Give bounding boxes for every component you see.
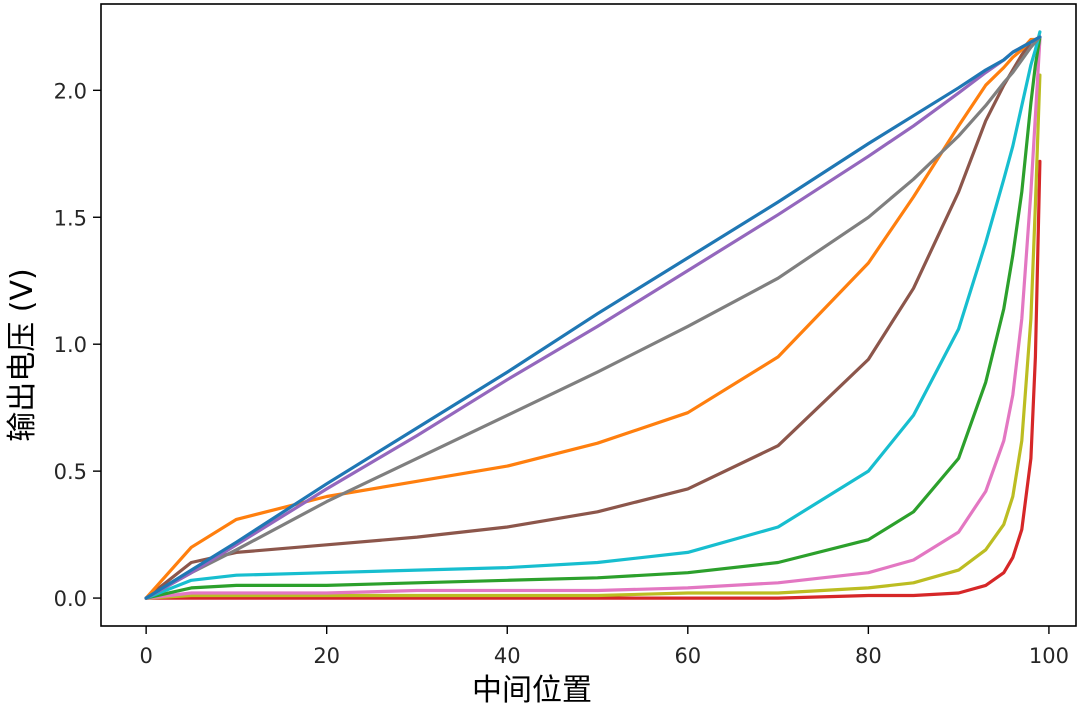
- x-axis-label: 中间位置: [472, 673, 592, 707]
- x-axis: 0 20 40 60 80 100: [139, 626, 1069, 668]
- y-axis-label: 输出电压 (V): [5, 268, 40, 441]
- x-tick-label: 40: [494, 644, 521, 668]
- plot-frame: [100, 3, 1077, 627]
- x-tick-label: 20: [313, 644, 340, 668]
- series-line-5: [144, 30, 1042, 600]
- x-tick-label: 100: [1029, 644, 1069, 668]
- y-tick-label: 1.5: [54, 206, 87, 230]
- y-axis: 0.0 0.5 1.0 1.5 2.0: [54, 79, 101, 611]
- y-tick-label: 0.5: [54, 460, 87, 484]
- y-tick-label: 1.0: [54, 333, 87, 357]
- series-line-7: [144, 35, 1042, 600]
- series-line-6: [144, 35, 1042, 600]
- x-tick-label: 80: [855, 644, 882, 668]
- series-layer: [144, 30, 1042, 600]
- series-line-1: [144, 159, 1042, 600]
- x-tick-label: 0: [139, 644, 152, 668]
- y-tick-label: 0.0: [54, 587, 87, 611]
- x-tick-label: 60: [674, 644, 701, 668]
- plot-area: [101, 4, 1076, 626]
- y-tick-label: 2.0: [54, 79, 87, 103]
- series-line-8: [144, 35, 1042, 600]
- series-line-2: [144, 73, 1042, 600]
- series-line-4: [144, 35, 1042, 600]
- series-line-3: [144, 37, 1042, 600]
- series-line-10: [144, 35, 1042, 600]
